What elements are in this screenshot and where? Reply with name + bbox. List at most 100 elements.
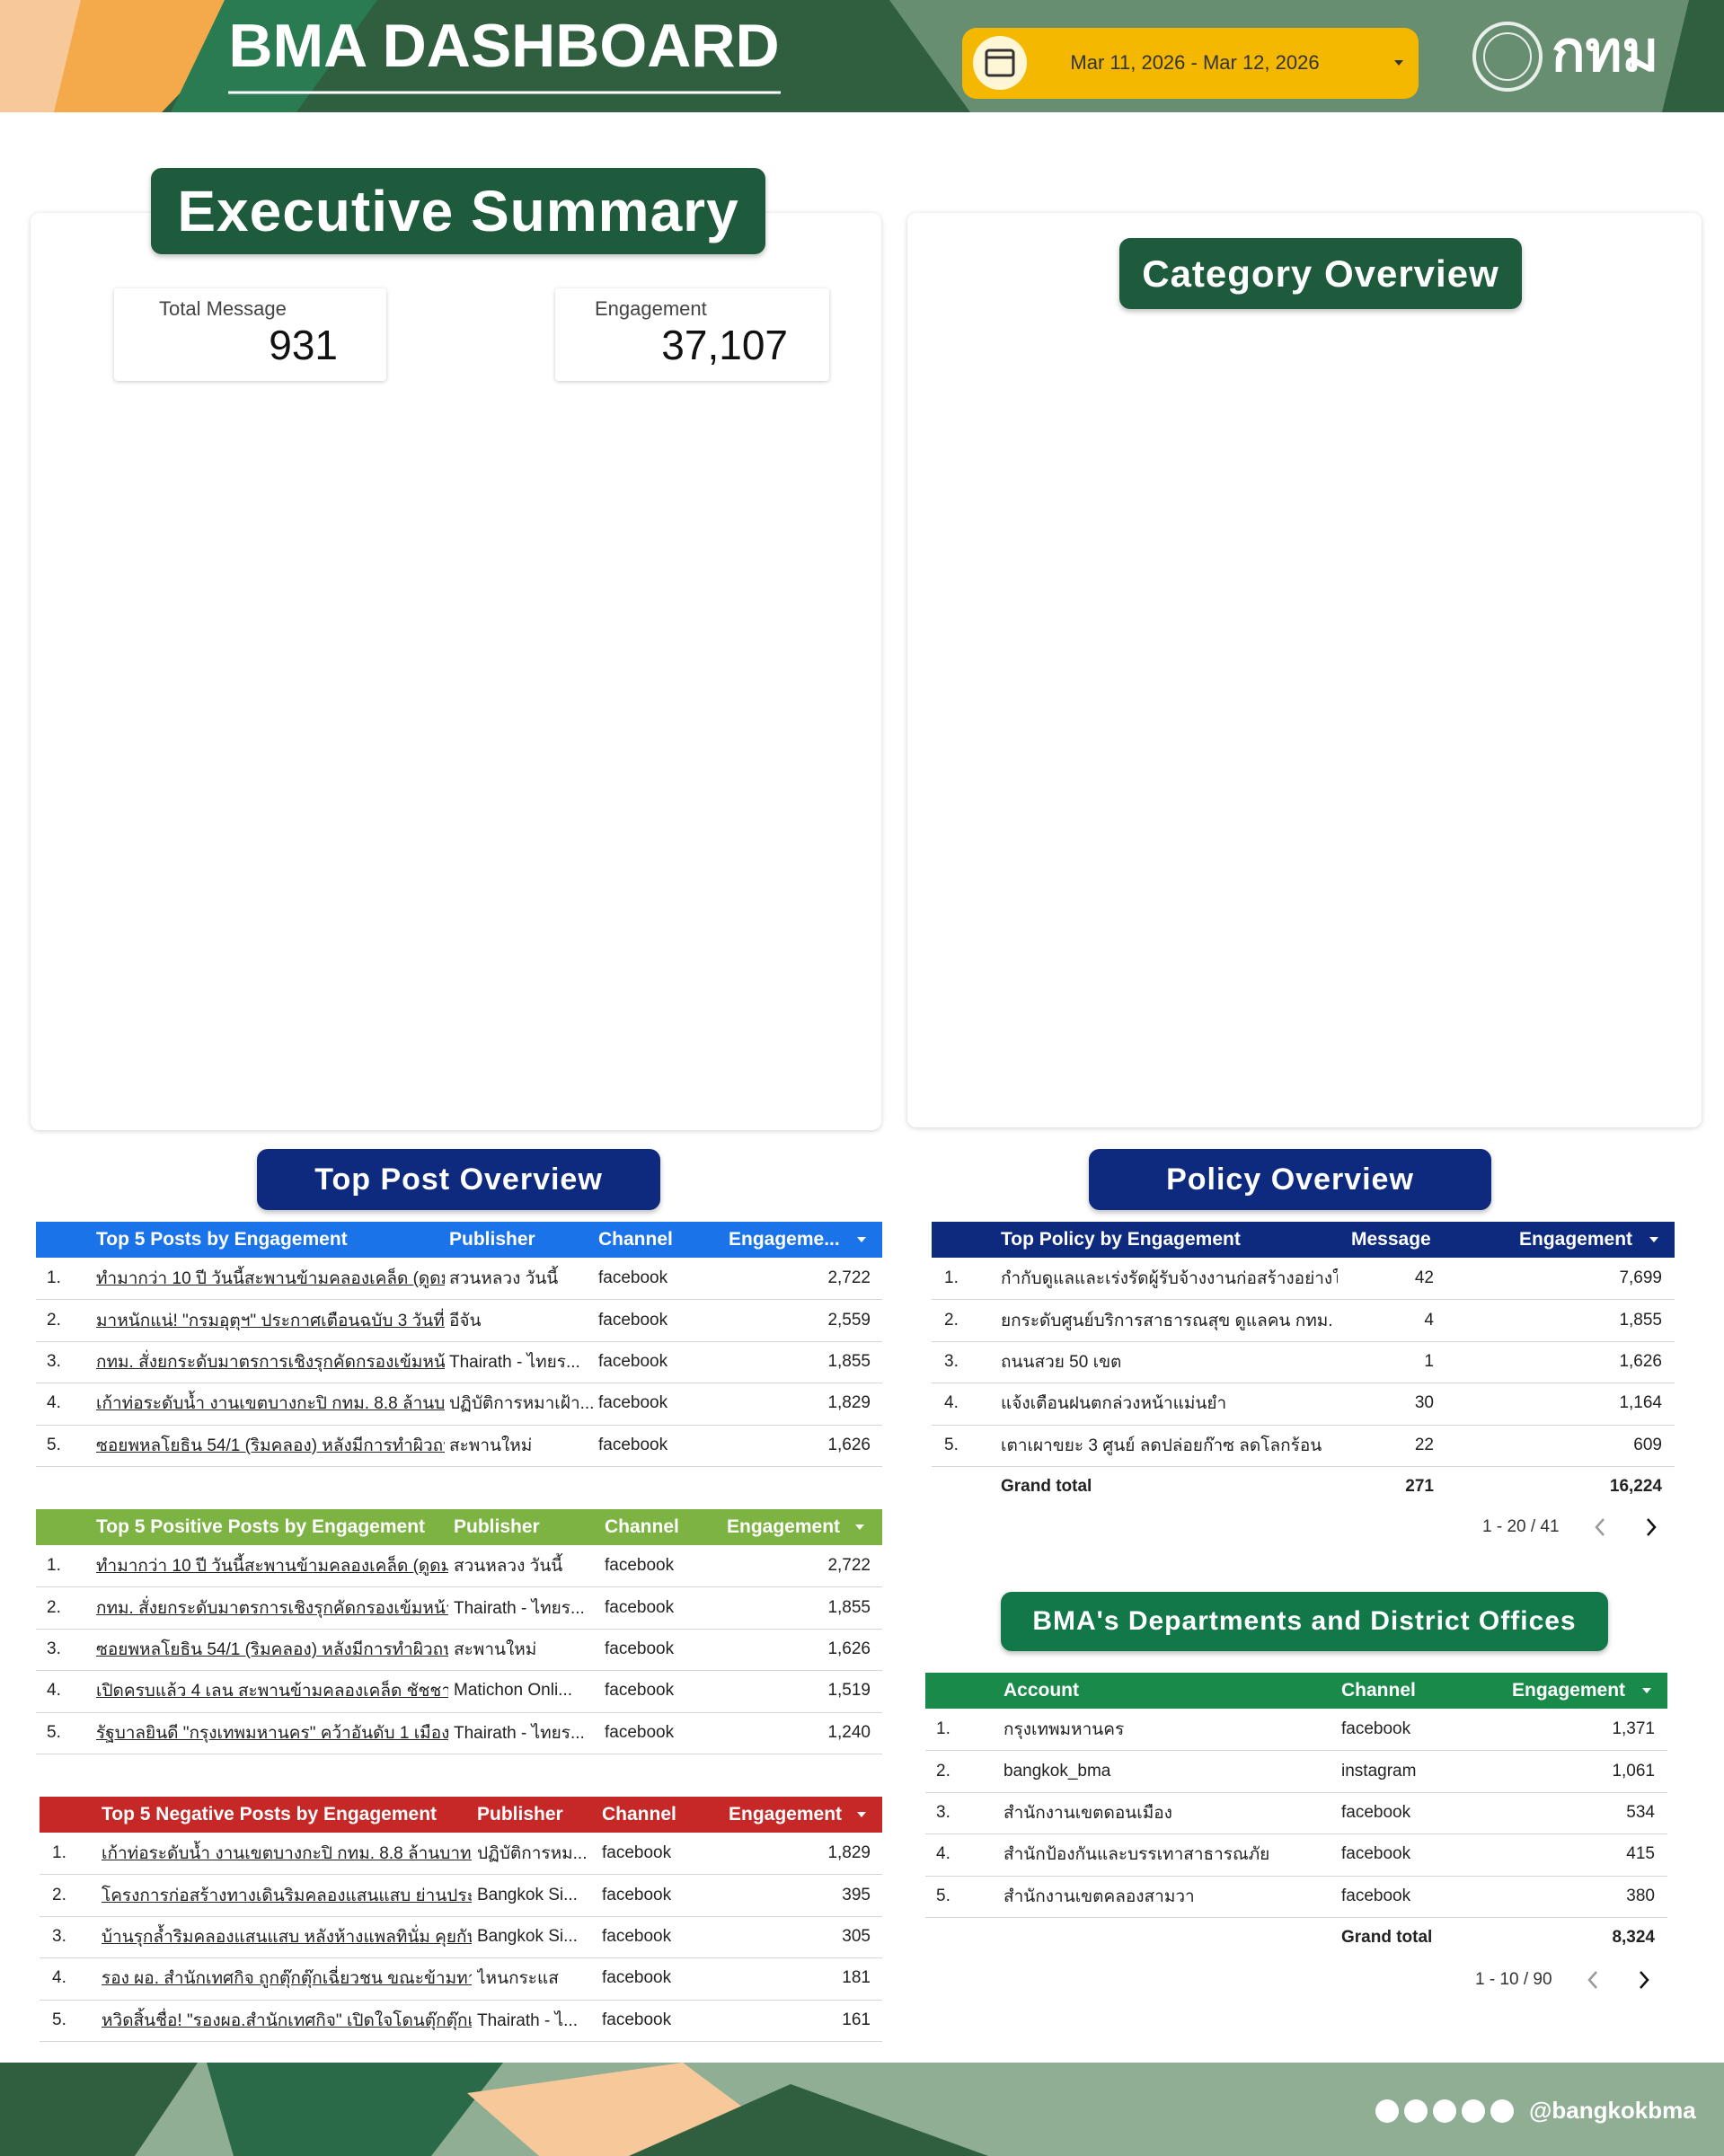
cell-text: มาหนักแน่! "กรมอุตุฯ" ประกาศเตือนฉบับ 3 … — [96, 1311, 445, 1330]
column-header: Top 5 Negative Posts by Engagement — [102, 1804, 438, 1825]
footer-shape — [207, 2063, 503, 2156]
table-cell: Bangkok Si... — [477, 1874, 597, 1915]
section-title: Category Overview — [1119, 238, 1522, 309]
social-icon[interactable] — [1433, 2099, 1456, 2123]
cell-text: 1. — [47, 1268, 61, 1288]
cell-text: 4. — [47, 1393, 61, 1413]
cell-text: facebook — [602, 2010, 672, 2029]
cell-text: กทม. สั่งยกระดับมาตรการเชิงรุกคัดกรองเข้… — [96, 1598, 448, 1618]
social-icons — [1375, 2099, 1514, 2123]
section-title: Policy Overview — [1089, 1149, 1491, 1210]
cell-text: 1,626 — [1619, 1351, 1662, 1371]
table-cell: 4 — [1351, 1299, 1434, 1340]
table-cell: facebook — [598, 1299, 724, 1340]
column-header: Message — [1351, 1229, 1431, 1250]
cell-text: 5. — [47, 1435, 61, 1454]
table-cell: 2,722 — [727, 1545, 871, 1586]
table-cell: กทม. สั่งยกระดับมาตรการเชิงรุกคัดกรองเข้… — [96, 1341, 445, 1383]
table-cell: กำกับดูแลและเร่งรัดผู้รับจ้างงานก่อสร้าง… — [1001, 1258, 1338, 1299]
page-button[interactable] — [1587, 1971, 1597, 1989]
table-cell: แจ้งเตือนฝนตกล่วงหน้าแม่นยำ — [1001, 1383, 1338, 1424]
cell-text: Thairath - ไทยร... — [449, 1352, 580, 1372]
social-icon[interactable] — [1375, 2099, 1399, 2123]
table-cell: 534 — [1512, 1792, 1655, 1833]
cell-text: facebook — [1341, 1719, 1411, 1739]
cell-text: 2. — [47, 1310, 61, 1330]
data-table: Top 5 Posts by Engagement Publisher Channe… — [36, 1222, 882, 1467]
table-cell: 305 — [729, 1916, 871, 1957]
sort-icon — [855, 1524, 864, 1530]
page-button[interactable] — [1640, 1971, 1649, 1989]
table-cell: 609 — [1519, 1425, 1662, 1466]
sort-icon — [1649, 1237, 1658, 1242]
dropdown-icon[interactable] — [1394, 60, 1403, 66]
cell-text: 2. — [936, 1761, 950, 1780]
table-cell: 1,371 — [1512, 1709, 1655, 1750]
table-row: 1. ทำมากว่า 10 ปี วันนี้สะพานข้ามคลองเคล็… — [36, 1258, 882, 1301]
cell-text: Thairath - ไทยร... — [454, 1598, 585, 1618]
table-cell: เก้าท่อระดับน้ำ งานเขตบางกะปิ กทม. 8.8 ล… — [102, 1833, 472, 1874]
table-cell: 395 — [729, 1874, 871, 1915]
page-button[interactable] — [1647, 1518, 1657, 1536]
table-cell: Thairath - ไทยร... — [454, 1712, 597, 1754]
cell-text: 3. — [52, 1926, 66, 1946]
cell-text: 5. — [944, 1435, 959, 1454]
page-button[interactable] — [1595, 1518, 1605, 1536]
cell-text: ยกระดับศูนย์บริการสาธารณสุข ดูแลคน กทม. … — [1001, 1311, 1338, 1330]
table-row: 2. ยกระดับศูนย์บริการสาธารณสุข ดูแลคน กทม… — [932, 1299, 1675, 1342]
table-cell: 2. — [936, 1750, 990, 1791]
total-row: Grand total 8,324 — [925, 1917, 1667, 1958]
category-overview-card — [907, 213, 1702, 1127]
social-icon[interactable] — [1462, 2099, 1485, 2123]
table-cell: 161 — [729, 2000, 871, 2041]
table-cell: facebook — [598, 1341, 724, 1383]
table-cell: Matichon Onli... — [454, 1670, 597, 1711]
table-cell: บ้านรุกล้ำริมคลองแสนแสบ หลังห้างแพลทินั่… — [102, 1916, 472, 1957]
table-cell: facebook — [602, 2000, 719, 2041]
table-cell: 380 — [1512, 1876, 1655, 1917]
cell-text: 305 — [842, 1926, 871, 1946]
cell-text: 1,855 — [827, 1351, 871, 1371]
cell-text: กำกับดูแลและเร่งรัดผู้รับจ้างงานก่อสร้าง… — [1001, 1269, 1338, 1289]
cell-text: 1 — [1424, 1351, 1434, 1371]
table-cell: มาหนักแน่! "กรมอุตุฯ" ประกาศเตือนฉบับ 3 … — [96, 1299, 445, 1340]
table-cell: 1. — [944, 1258, 989, 1299]
section-title: BMA's Departments and District Offices — [1001, 1592, 1608, 1651]
data-table: Top 5 Negative Posts by Engagement Publis… — [40, 1797, 882, 2042]
table-row: 5. ซอยพหลโยธิน 54/1 (ริมคลอง) หลังมีการทำ… — [36, 1425, 882, 1467]
cell-text: Bangkok Si... — [477, 1885, 578, 1904]
table-cell: 2. — [944, 1299, 989, 1340]
table-cell: 1. — [936, 1709, 990, 1750]
table-cell: facebook — [605, 1670, 721, 1711]
table-cell: ทำมากว่า 10 ปี วันนี้สะพานข้ามคลองเคล็ด … — [96, 1258, 445, 1299]
column-header: Channel — [1341, 1680, 1416, 1701]
cell-text: 161 — [842, 2010, 871, 2029]
table-row: 3. สำนักงานเขตดอนเมือง facebook 534 — [925, 1792, 1667, 1835]
social-icon[interactable] — [1490, 2099, 1514, 2123]
table-header: Account Channel Engagement — [925, 1673, 1667, 1709]
cell-text: 4. — [47, 1681, 61, 1701]
table-cell: สวนหลวง วันนี้ — [454, 1545, 597, 1586]
cell-text: 395 — [842, 1885, 871, 1904]
date-picker[interactable] — [962, 28, 1419, 99]
table-cell: 415 — [1512, 1833, 1655, 1875]
cell-text: 1,829 — [827, 1843, 871, 1863]
cell-text: facebook — [602, 1885, 672, 1904]
table-row: 2. มาหนักแน่! "กรมอุตุฯ" ประกาศเตือนฉบับ … — [36, 1299, 882, 1342]
table-cell: 4. — [944, 1383, 989, 1424]
social-icon[interactable] — [1404, 2099, 1428, 2123]
cell-text: 3. — [47, 1351, 61, 1371]
table-cell: ซอยพหลโยธิน 54/1 (ริมคลอง) หลังมีการทำผิ… — [96, 1425, 445, 1466]
table-row: 3. บ้านรุกล้ำริมคลองแสนแสบ หลังห้างแพลทิน… — [40, 1916, 882, 1959]
table-cell: ซอยพหลโยธิน 54/1 (ริมคลอง) หลังมีการทำผิ… — [96, 1629, 448, 1670]
table-cell: 1,855 — [1519, 1299, 1662, 1340]
cell-text: 1,519 — [827, 1681, 871, 1701]
table-cell: เก้าท่อระดับน้ำ งานเขตบางกะปิ กทม. 8.8 ล… — [96, 1383, 445, 1424]
section-title: Executive Summary — [151, 168, 765, 254]
kpi-card: Engagement 37,107 — [555, 288, 829, 381]
table-cell: 1,626 — [1519, 1341, 1662, 1383]
cell-text: 3. — [944, 1351, 959, 1371]
date-range[interactable]: Mar 11, 2026 - Mar 12, 2026 — [1070, 51, 1319, 74]
logo-seal — [1483, 32, 1532, 81]
cell-text: 22 — [1414, 1435, 1434, 1454]
